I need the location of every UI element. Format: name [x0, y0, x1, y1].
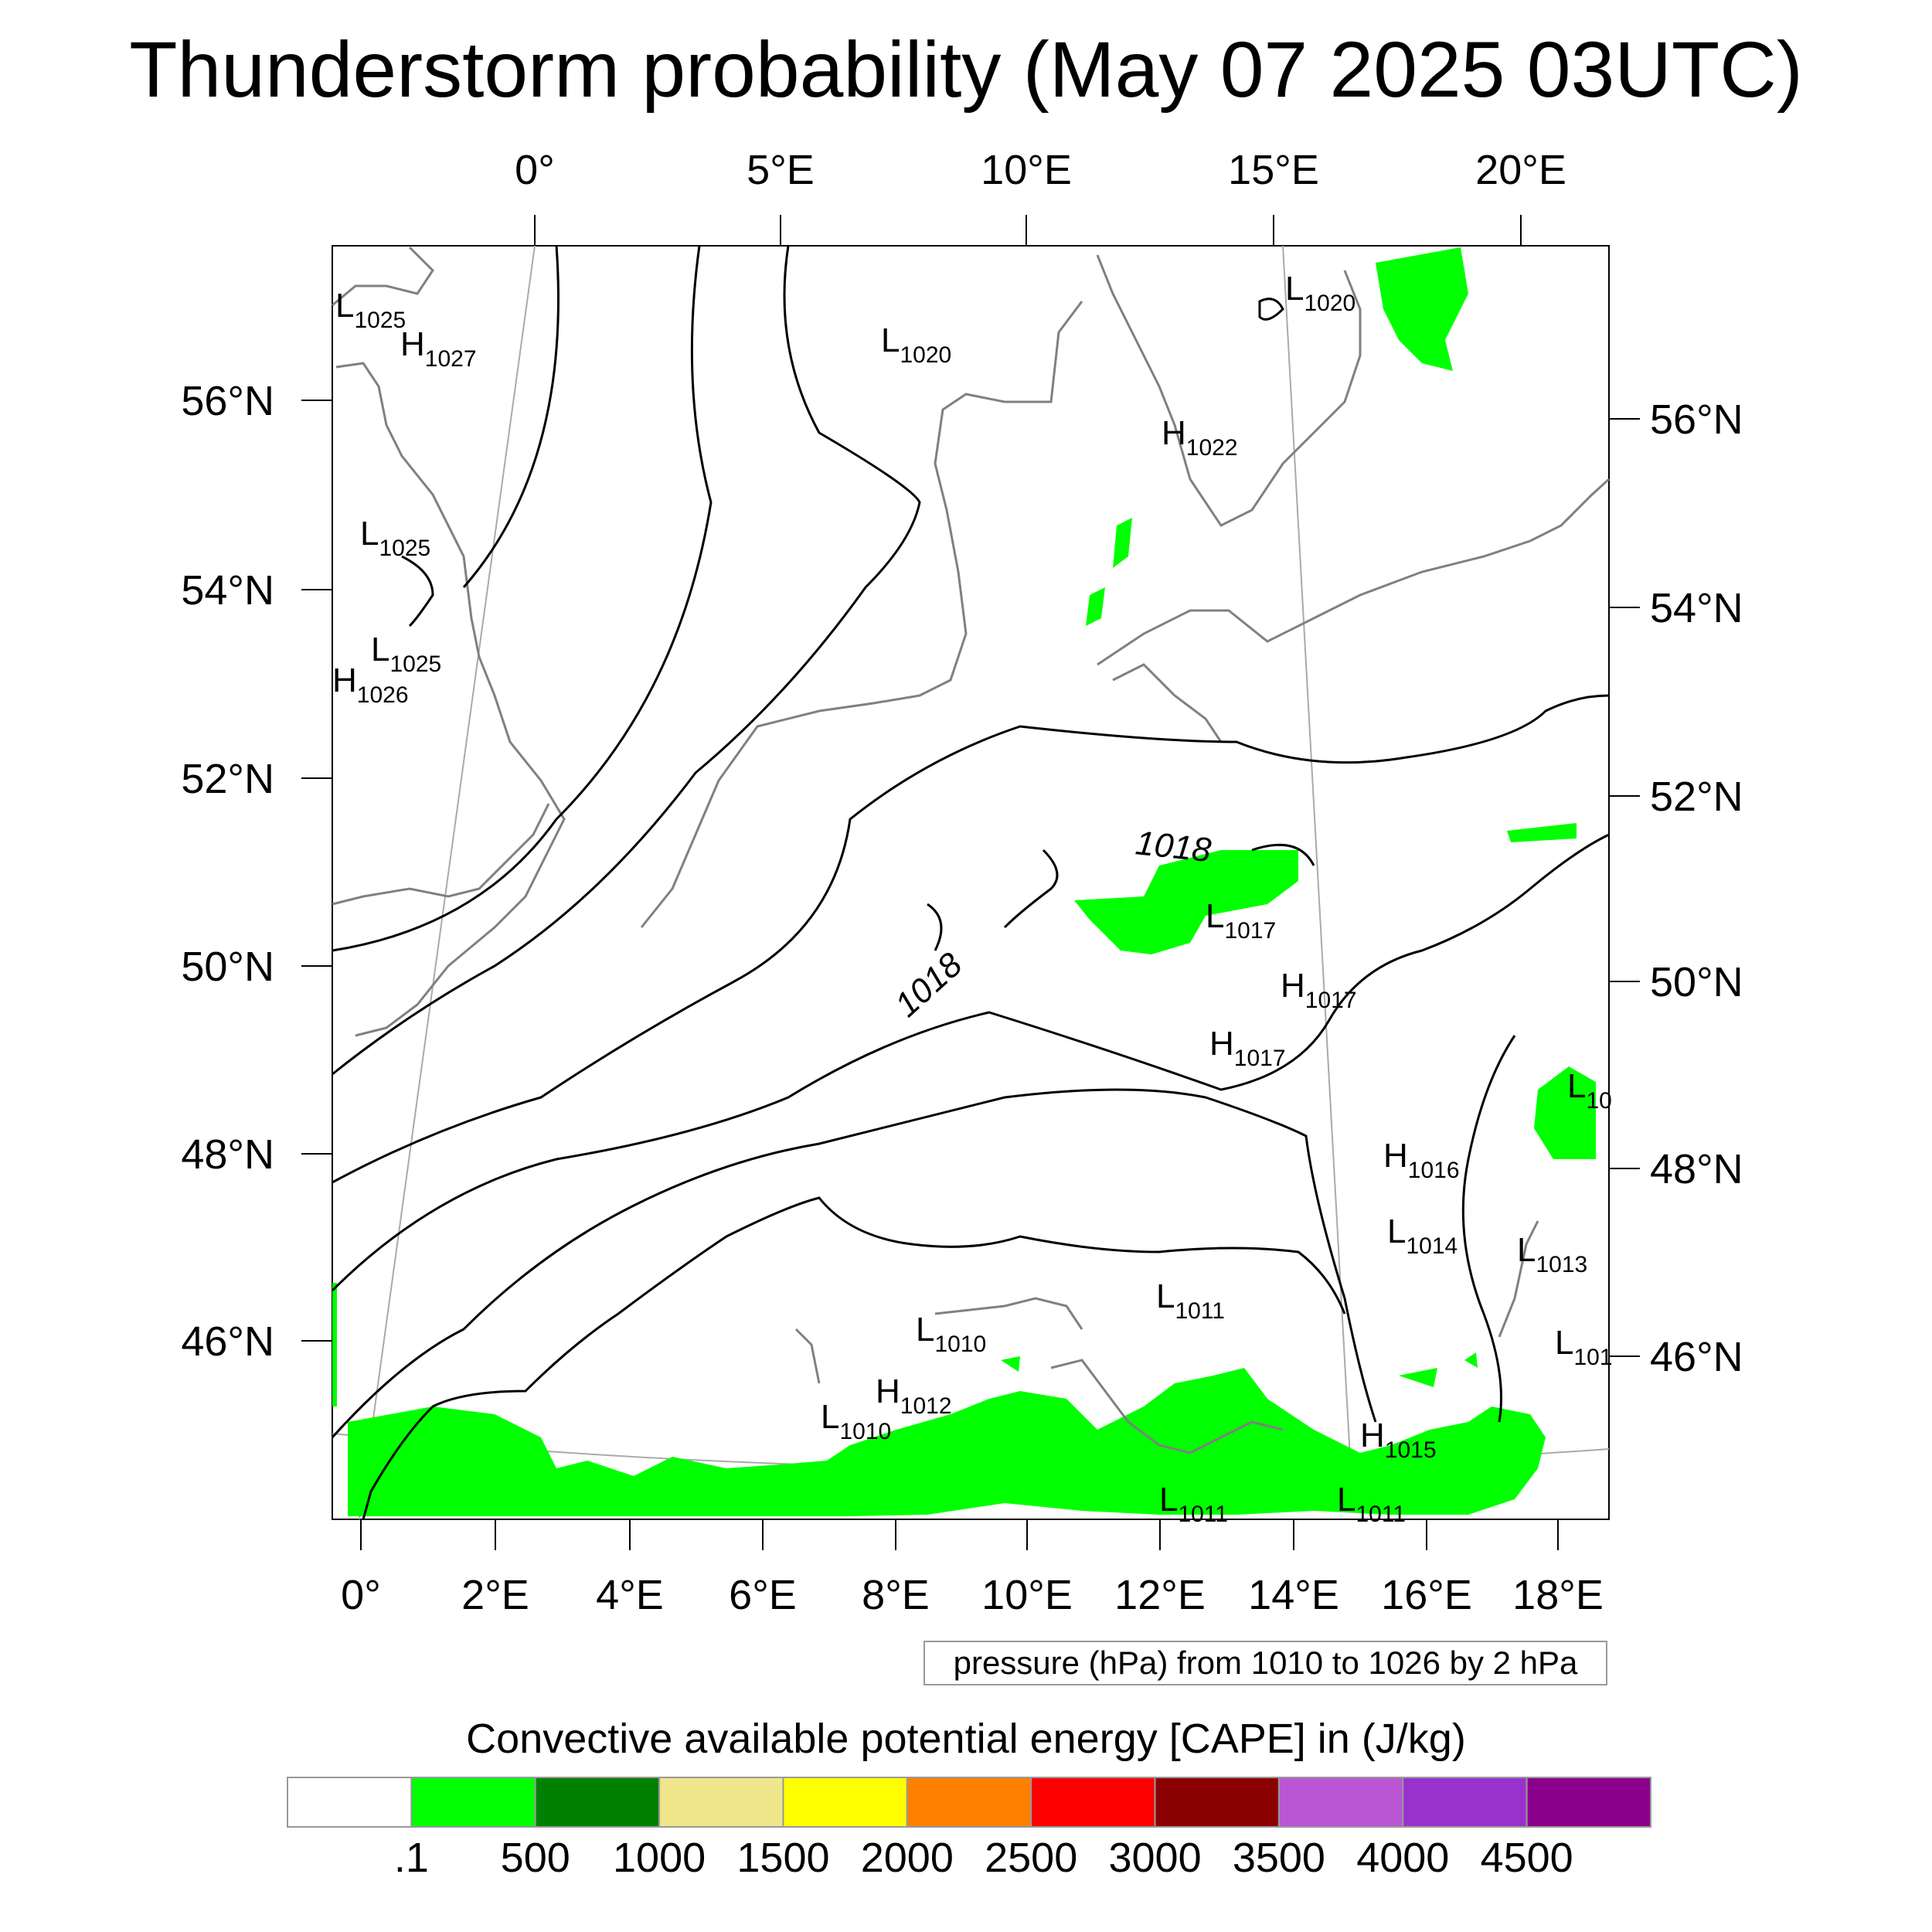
colorbar-title: Convective available potential energy [C… — [466, 1716, 1466, 1762]
pressure-center-low: L10 — [1567, 1067, 1612, 1114]
pressure-legend-note: pressure (hPa) from 1010 to 1026 by 2 hP… — [923, 1641, 1607, 1685]
pressure-center-low: L1020 — [881, 321, 951, 368]
lon-label-bottom: 18°E — [1512, 1572, 1604, 1618]
lat-label-right: 56°N — [1650, 396, 1743, 443]
pressure-center-low: L1017 — [1206, 897, 1276, 944]
lon-label-bottom: 12°E — [1114, 1572, 1206, 1618]
pressure-center-low: L1014 — [1387, 1213, 1458, 1259]
pressure-center-high: H1022 — [1162, 414, 1238, 461]
lon-label-bottom: 10°E — [981, 1572, 1073, 1618]
lon-label-bottom: 4°E — [596, 1572, 664, 1618]
contour-label: 1018 — [1134, 824, 1213, 869]
axis-ticks — [301, 215, 1640, 1550]
map-frame — [332, 245, 1610, 1520]
pressure-center-low: L1010 — [821, 1398, 891, 1444]
graticule — [332, 245, 1610, 1520]
pressure-center-low: L1011 — [1159, 1481, 1228, 1527]
pressure-center-high: H1012 — [876, 1372, 952, 1419]
lon-label-top: 20°E — [1475, 147, 1566, 193]
pressure-center-low: L1025 — [371, 631, 441, 677]
lat-label-left: 56°N — [181, 378, 274, 424]
pressure-center-high: H1027 — [400, 325, 477, 372]
lat-label-left: 46°N — [181, 1318, 274, 1365]
lat-label-left: 48°N — [181, 1131, 274, 1178]
lon-label-bottom: 8°E — [862, 1572, 930, 1618]
left-lat-labels: 56°N 54°N 52°N 50°N 48°N 46°N — [181, 378, 274, 1365]
pressure-center-low: L1020 — [1285, 270, 1355, 316]
lat-label-right: 46°N — [1650, 1334, 1743, 1380]
pressure-center-high: H1016 — [1383, 1137, 1460, 1183]
map-title: Thunderstorm probability (May 07 2025 03… — [129, 26, 1803, 114]
pressure-center-high: H1017 — [1209, 1025, 1286, 1071]
contour-label: 1018 — [888, 945, 970, 1024]
pressure-center-high: H1015 — [1360, 1417, 1437, 1463]
lon-label-top: 0° — [515, 147, 555, 193]
lon-label-bottom: 2°E — [461, 1572, 529, 1618]
pressure-center-low: L1025 — [360, 515, 430, 561]
top-lon-labels: 0° 5°E 10°E 15°E 20°E — [515, 147, 1566, 193]
lat-label-left: 52°N — [181, 756, 274, 802]
cape-shading — [332, 247, 1596, 1516]
lat-label-right: 54°N — [1650, 585, 1743, 631]
lon-label-bottom: 0° — [341, 1572, 381, 1618]
lon-label-bottom: 14°E — [1248, 1572, 1339, 1618]
lon-label-bottom: 16°E — [1381, 1572, 1472, 1618]
lon-label-top: 15°E — [1228, 147, 1319, 193]
lat-label-right: 48°N — [1650, 1146, 1743, 1192]
pressure-center-low: L101 — [1555, 1324, 1613, 1370]
lon-label-top: 10°E — [981, 147, 1072, 193]
lat-label-right: 50°N — [1650, 959, 1743, 1005]
pressure-center-high: H1017 — [1281, 967, 1357, 1013]
right-lat-labels: 56°N 54°N 52°N 50°N 48°N 46°N — [1650, 396, 1743, 1380]
lon-label-bottom: 6°E — [729, 1572, 797, 1618]
lat-label-left: 54°N — [181, 567, 274, 614]
pressure-center-high: H1026 — [332, 662, 409, 708]
lat-label-right: 52°N — [1650, 774, 1743, 820]
lat-label-left: 50°N — [181, 944, 274, 990]
pressure-center-low: L1011 — [1156, 1277, 1225, 1324]
pressure-center-low: L1025 — [335, 287, 406, 333]
pressure-center-low: L1010 — [916, 1311, 986, 1357]
bottom-lon-labels: 0° 2°E 4°E 6°E 8°E 10°E 12°E 14°E 16°E 1… — [341, 1572, 1604, 1618]
lon-label-top: 5°E — [747, 147, 815, 193]
pressure-center-low: L1011 — [1337, 1481, 1406, 1527]
pressure-center-low: L1013 — [1517, 1231, 1587, 1277]
pressure-centers: L1025H1027L1025L1025H1026L1020L1020H1022… — [332, 270, 1613, 1527]
isobars — [331, 245, 1610, 1520]
coastlines — [332, 246, 1611, 1454]
